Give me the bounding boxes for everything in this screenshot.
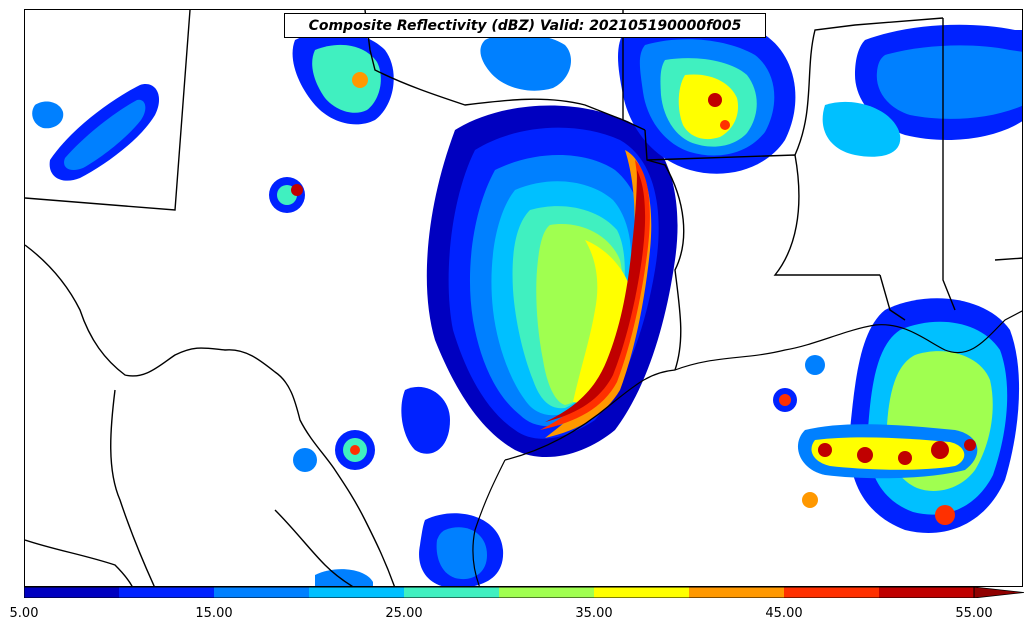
colorbar-extend-arrow <box>973 587 1024 598</box>
colorbar-tick-label-5: 5.00 <box>9 606 39 621</box>
country-border <box>25 244 396 586</box>
colorbar-bin-6 <box>594 587 689 598</box>
map-title: Composite Reflectivity (dBZ) Valid: 2021… <box>284 13 766 38</box>
colorbar-bin-2 <box>214 587 309 598</box>
colorbar-tick-label-45: 45.00 <box>765 606 803 621</box>
colorbar-tick-label-55: 55.00 <box>955 606 993 621</box>
state-boundaries <box>25 10 1022 371</box>
coastline <box>472 310 1022 586</box>
echo-louisiana <box>773 298 1020 533</box>
colorbar-tick-label-25: 25.00 <box>385 606 423 621</box>
echo-central-texas <box>269 177 450 472</box>
echo-north <box>618 19 796 174</box>
colorbar <box>24 587 1024 598</box>
colorbar-bin-4 <box>404 587 499 598</box>
echo-south <box>315 513 504 586</box>
colorbar-tick-label-15: 15.00 <box>195 606 233 621</box>
colorbar-bins <box>24 587 974 598</box>
colorbar-bin-1 <box>119 587 214 598</box>
colorbar-bin-3 <box>309 587 404 598</box>
colorbar-outline <box>24 587 975 598</box>
echo-top-center <box>292 31 572 125</box>
colorbar-bin-8 <box>784 587 879 598</box>
colorbar-bin-0 <box>24 587 119 598</box>
echo-northeast <box>822 24 1022 157</box>
map-panel <box>24 9 1023 587</box>
reflectivity-map <box>25 10 1022 586</box>
colorbar-bin-9 <box>879 587 974 598</box>
colorbar-tick-label-35: 35.00 <box>575 606 613 621</box>
colorbar-bin-5 <box>499 587 594 598</box>
colorbar-bin-7 <box>689 587 784 598</box>
echo-northwest <box>32 84 160 181</box>
echo-east-texas <box>426 105 678 458</box>
